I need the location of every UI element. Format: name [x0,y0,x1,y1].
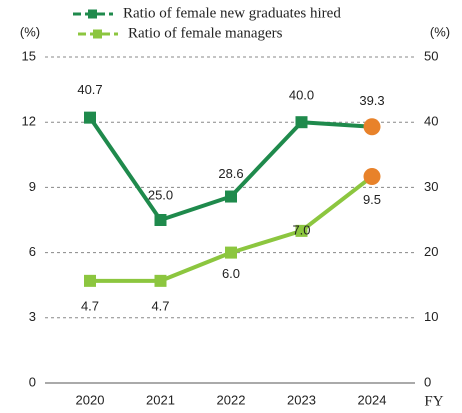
data-label: 28.6 [218,166,243,181]
data-label: 7.0 [292,222,310,237]
x-tick-label: 2022 [217,392,246,407]
y-tick-label: 3 [29,309,36,324]
point [84,274,96,287]
point [295,116,308,129]
x-tick-label: 2024 [358,392,387,407]
y-tick-label: 6 [29,244,36,259]
point [225,246,237,259]
data-label: 39.3 [359,93,384,108]
y2-tick-label: 40 [424,114,438,129]
point [363,168,381,186]
point [154,274,167,287]
point [225,190,237,203]
y-axis-label: (%) [20,24,40,39]
data-label: 4.7 [81,298,99,313]
legend-marker [88,9,97,19]
x-axis-label: FY [424,393,443,409]
data-label: 4.7 [151,298,169,313]
y2-tick-label: 30 [424,179,438,194]
y-tick-label: 12 [22,114,36,129]
data-label: 9.5 [363,192,381,207]
y2-tick-label: 50 [424,48,438,63]
data-label: 6.0 [222,266,240,281]
legend-label: Ratio of female managers [128,25,283,41]
data-label: 40.0 [289,88,314,103]
y2-tick-label: 10 [424,309,438,324]
x-tick-label: 2020 [76,392,105,407]
point [363,118,381,136]
point [295,224,308,237]
point [154,214,167,226]
x-tick-label: 2023 [287,392,316,407]
y2-tick-label: 0 [424,374,431,389]
y-tick-label: 15 [22,48,36,63]
x-tick-label: 2021 [146,392,175,407]
data-label: 25.0 [148,187,173,202]
legend-marker [93,29,102,39]
y-tick-label: 0 [29,374,36,389]
point [84,111,96,124]
y2-axis-label: (%) [430,24,450,39]
data-label: 40.7 [77,82,102,97]
y2-tick-label: 20 [424,244,438,259]
legend-label: Ratio of female new graduates hired [123,5,341,21]
y-tick-label: 9 [29,179,36,194]
